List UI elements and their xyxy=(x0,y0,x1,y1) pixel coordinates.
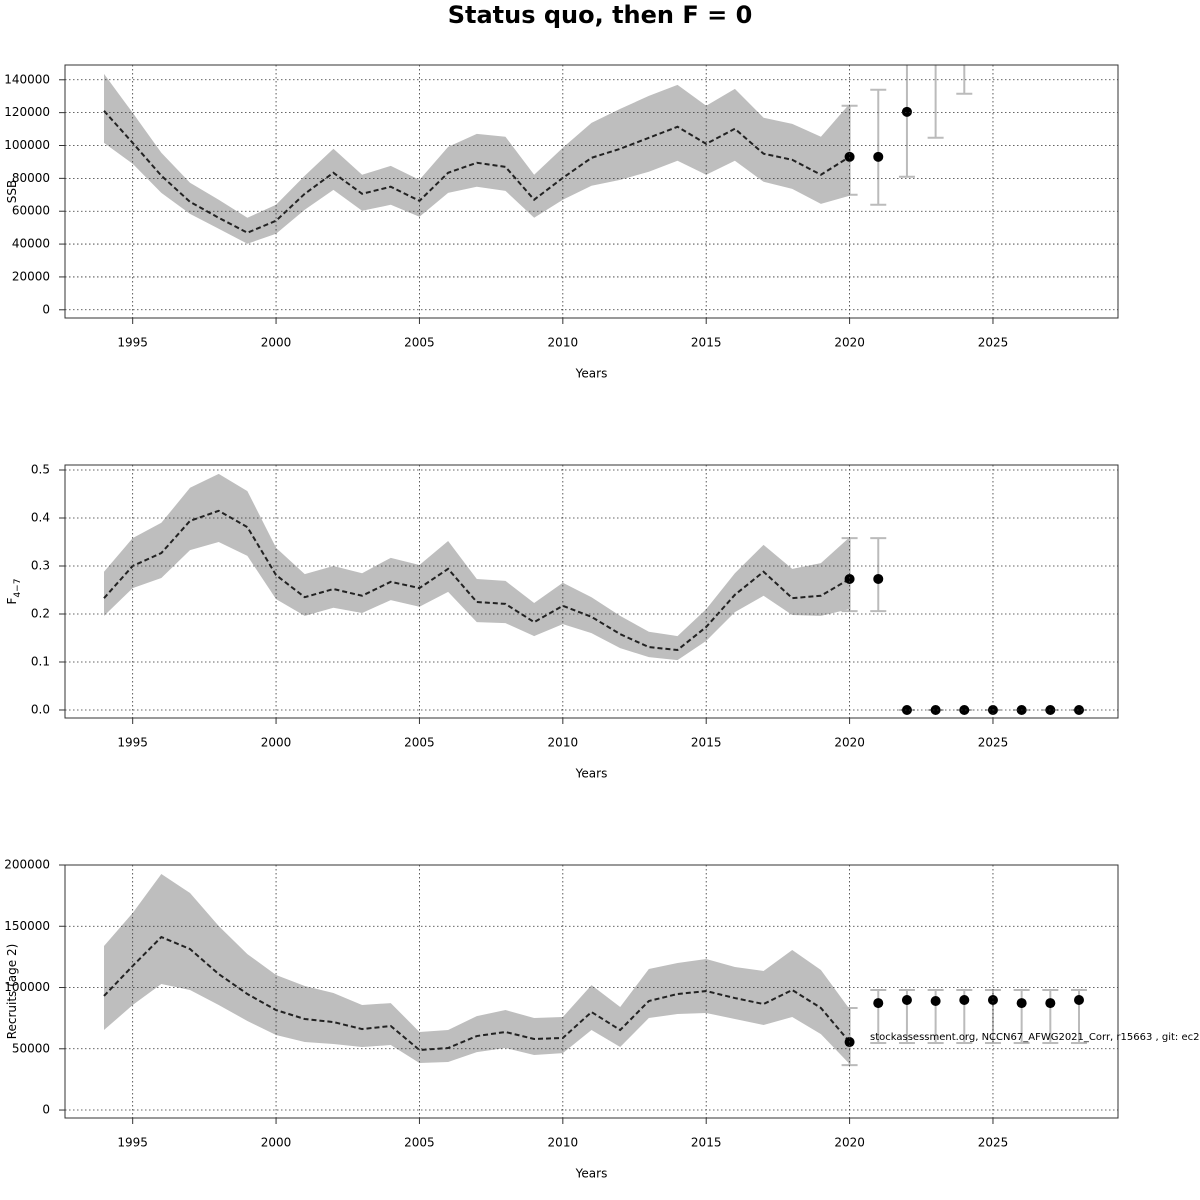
projection-point xyxy=(959,704,970,715)
projection-point xyxy=(959,0,969,3)
estimate-line xyxy=(103,935,851,1052)
x-tick-label: 2015 xyxy=(691,336,722,350)
confidence-band xyxy=(104,873,850,1064)
projection-point xyxy=(901,995,912,1006)
x-tick-label: 2015 xyxy=(691,1136,722,1150)
x-tick-label: 2015 xyxy=(691,736,722,750)
y-axis-label-sub: 4−7 xyxy=(13,579,23,598)
projection-point xyxy=(901,106,912,117)
y-axis-label: F4−7 xyxy=(5,579,23,605)
x-tick-label: 2025 xyxy=(978,1136,1009,1150)
confidence-band xyxy=(104,473,850,661)
x-tick-label: 1995 xyxy=(117,1136,148,1150)
projection-point xyxy=(930,704,941,715)
projection-point xyxy=(1074,995,1084,1006)
projection-point xyxy=(987,995,998,1006)
y-tick-label: 80000 xyxy=(12,171,50,185)
x-tick-label: 2020 xyxy=(834,1136,865,1150)
y-tick-label: 40000 xyxy=(12,237,50,251)
x-tick-label: 2005 xyxy=(404,736,435,750)
error-bar xyxy=(927,65,944,139)
plot-frame xyxy=(64,864,1119,1119)
x-tick-label: 2025 xyxy=(978,336,1009,350)
y-tick-label: 0.1 xyxy=(31,654,50,668)
projection-point xyxy=(1045,998,1056,1009)
x-tick-label: 2010 xyxy=(548,736,579,750)
x-axis-label: Years xyxy=(575,767,608,781)
y-axis-label: SSB xyxy=(5,180,19,203)
error-bar xyxy=(870,88,887,206)
x-tick-label: 2005 xyxy=(404,1136,435,1150)
y-tick-label: 140000 xyxy=(4,72,50,86)
plot-frame xyxy=(64,464,1119,719)
y-tick-label: 0.3 xyxy=(31,558,50,572)
projection-point xyxy=(844,151,855,162)
projection-point xyxy=(844,573,855,584)
annotation: stockassessment.org, NCCN67_AFWG2021_Cor… xyxy=(870,1032,1200,1043)
x-tick-label: 2020 xyxy=(834,336,865,350)
y-tick-label: 0.2 xyxy=(31,606,50,620)
y-tick-label: 0.0 xyxy=(31,702,50,716)
y-tick-label: 0.5 xyxy=(31,462,50,476)
x-tick-label: 1995 xyxy=(117,736,148,750)
projection-point xyxy=(873,151,884,162)
panel: 1995 2000 2005 2010 2015 2020 2025 0 50000 100000… xyxy=(4,858,1200,1181)
x-axis-label: Years xyxy=(575,367,608,381)
x-tick-label: 1995 xyxy=(117,336,148,350)
projection-point xyxy=(959,995,970,1006)
x-tick-label: 2000 xyxy=(261,1136,292,1150)
y-tick-label: 100000 xyxy=(4,138,50,152)
y-tick-label: 50000 xyxy=(12,1041,50,1055)
plot-area xyxy=(103,473,1087,715)
y-tick-label: 200000 xyxy=(4,858,50,872)
x-tick-label: 2025 xyxy=(978,736,1009,750)
projection-point xyxy=(931,50,941,60)
y-axis-label-main: SSB xyxy=(5,180,19,203)
x-tick-label: 2010 xyxy=(548,1136,579,1150)
y-axis-label-main: F xyxy=(5,597,19,604)
projection-point xyxy=(930,995,941,1006)
x-tick-label: 2005 xyxy=(404,336,435,350)
y-axis-label-main: Recruits (age 2) xyxy=(5,944,19,1040)
plot-frame xyxy=(64,64,1119,319)
panel: 1995 2000 2005 2010 2015 2020 2025 0 20000 40000 6… xyxy=(4,0,1119,381)
x-tick-label: 2010 xyxy=(548,336,579,350)
y-tick-label: 60000 xyxy=(12,204,50,218)
projection-point xyxy=(901,704,912,715)
y-axis-label: Recruits (age 2) xyxy=(5,944,19,1040)
confidence-band xyxy=(104,73,850,244)
estimate-line xyxy=(103,110,851,234)
plot-area xyxy=(103,873,1087,1067)
plot-area xyxy=(103,0,973,244)
x-tick-label: 2000 xyxy=(261,336,292,350)
projection-point xyxy=(1074,704,1084,715)
y-tick-label: 0 xyxy=(42,302,50,316)
chart-title: Status quo, then F = 0 xyxy=(448,1,753,29)
y-tick-label: 100000 xyxy=(4,980,50,994)
y-tick-label: 120000 xyxy=(4,105,50,119)
y-tick-label: 150000 xyxy=(4,919,50,933)
projection-point xyxy=(873,998,884,1009)
x-tick-label: 2000 xyxy=(261,736,292,750)
projection-point xyxy=(1016,998,1027,1009)
y-tick-label: 20000 xyxy=(12,269,50,283)
x-axis-label: Years xyxy=(575,1167,608,1181)
panel: 1995 2000 2005 2010 2015 2020 2025 0.0 0.1 0.2 0.3… xyxy=(5,462,1119,781)
y-tick-label: 0.4 xyxy=(31,510,50,524)
x-tick-label: 2020 xyxy=(834,736,865,750)
y-tick-label: 0 xyxy=(42,1103,50,1117)
error-bar xyxy=(956,65,973,95)
projection-point xyxy=(873,573,884,584)
